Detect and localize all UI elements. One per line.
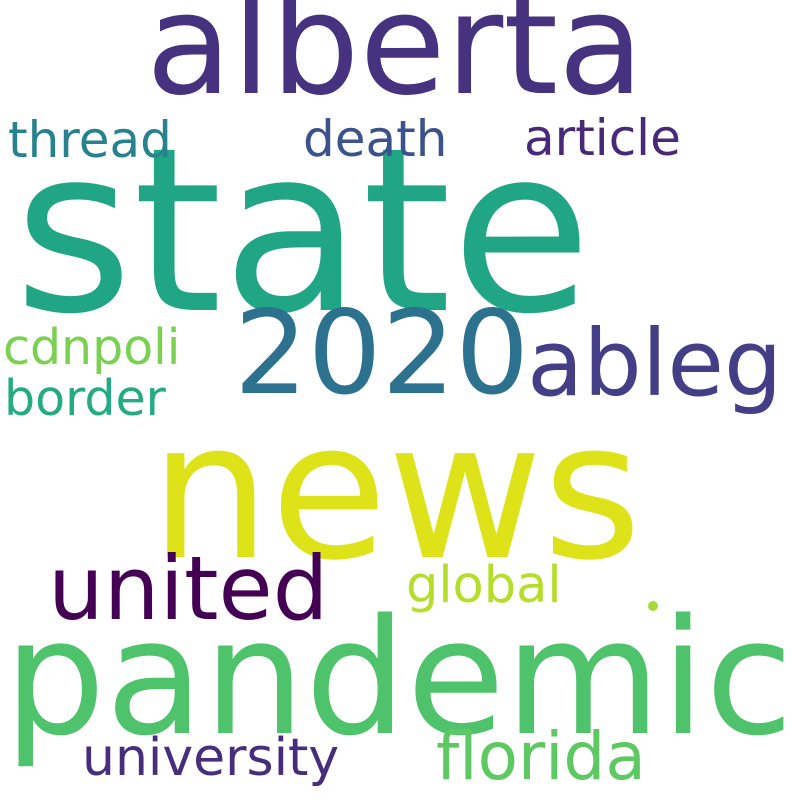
word-state: state	[14, 98, 592, 364]
word-pandemic: pandemic	[4, 584, 794, 771]
word-death: death	[303, 110, 448, 168]
word-united: united	[48, 537, 329, 640]
word-cdnpoli: cdnpoli	[3, 319, 181, 376]
word-article: article	[524, 109, 681, 167]
word-university: university	[82, 728, 340, 788]
word-global: global	[406, 556, 562, 615]
word-florida: florida	[436, 718, 646, 795]
word-news: news	[150, 381, 642, 602]
word-2020: 2020	[234, 286, 530, 421]
word-ableg: ableg	[527, 310, 783, 417]
word-border: border	[4, 370, 166, 427]
dot-mark	[648, 601, 658, 611]
word-alberta: alberta	[146, 0, 644, 127]
word-thread: thread	[8, 111, 172, 169]
